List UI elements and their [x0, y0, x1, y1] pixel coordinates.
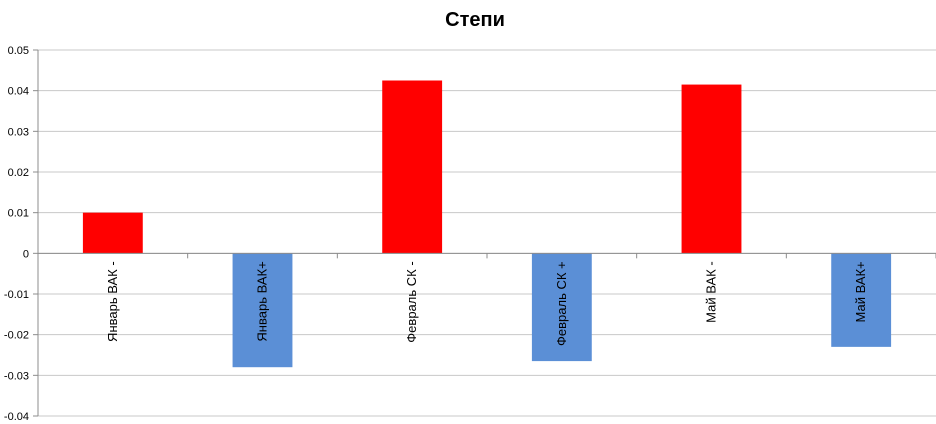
y-tick-label: -0.01 [4, 289, 29, 301]
bars [82, 80, 892, 368]
category-label: Май ВАК - [704, 261, 719, 323]
bar [681, 84, 742, 254]
category-label: Январь ВАК - [105, 261, 120, 342]
bar [531, 253, 592, 362]
category-labels: Январь ВАК - Январь ВАК+ Февраль СК - Февра… [105, 261, 868, 346]
bar [82, 212, 143, 254]
category-label: Май ВАК+ [853, 261, 868, 322]
category-label: Февраль СК - [404, 261, 419, 342]
y-tick-label: 0.02 [8, 167, 29, 179]
bar [232, 253, 293, 368]
category-label: Январь ВАК+ [255, 261, 270, 341]
chart-title: Степи [445, 9, 505, 31]
y-tick-label: -0.04 [4, 411, 29, 423]
bar [382, 80, 443, 254]
category-label: Февраль СК + [554, 261, 569, 346]
y-tick-label: -0.03 [4, 370, 29, 382]
y-tick-label: 0 [23, 248, 29, 260]
y-tick-label: 0.04 [8, 86, 29, 98]
y-tick-label: 0.05 [8, 45, 29, 57]
gridlines [38, 49, 936, 417]
y-tick-label: -0.02 [4, 330, 29, 342]
y-axis-ticks: 0.05 0.04 0.03 0.02 0.01 0 -0.01 -0.02 -0.03 -0.0… [4, 45, 29, 423]
axes [33, 49, 936, 417]
bar [831, 253, 892, 347]
y-tick-label: 0.03 [8, 126, 29, 138]
y-tick-label: 0.01 [8, 208, 29, 220]
